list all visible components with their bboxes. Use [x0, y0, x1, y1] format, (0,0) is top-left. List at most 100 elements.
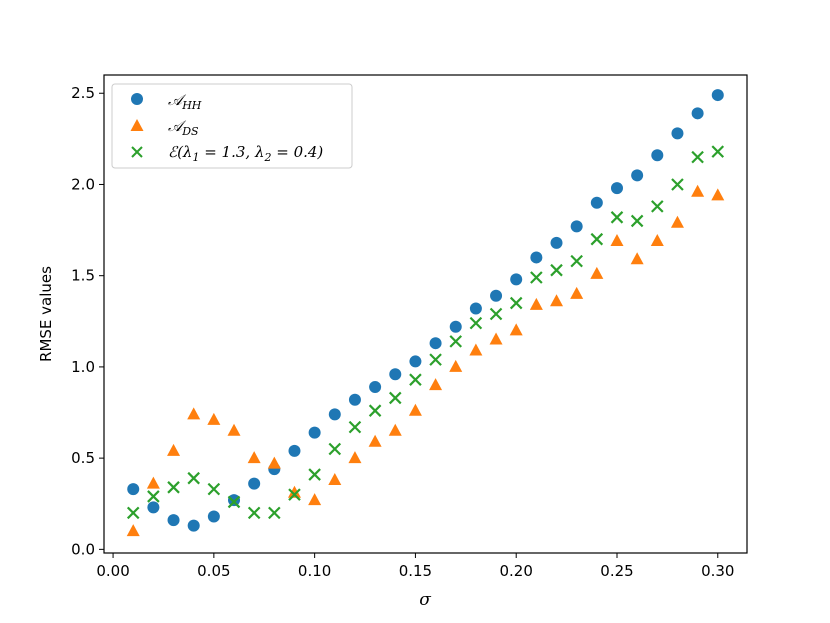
- data-point: [147, 501, 160, 514]
- data-point: [288, 444, 301, 457]
- plot-frame: [103, 74, 748, 554]
- data-point: [550, 263, 563, 277]
- data-point: [530, 251, 543, 264]
- legend-label-series-3-end: = 0.4): [271, 143, 323, 161]
- data-point: [691, 150, 704, 164]
- data-point: [126, 524, 140, 537]
- x-tick-label: 0.15: [399, 562, 432, 580]
- data-point: [630, 214, 644, 228]
- data-point: [651, 149, 664, 162]
- data-point: [590, 196, 603, 209]
- data-point: [248, 477, 261, 490]
- data-point: [449, 335, 463, 348]
- data-point: [550, 236, 563, 249]
- data-point: [429, 337, 442, 350]
- data-point: [268, 506, 281, 520]
- data-point: [490, 289, 503, 302]
- data-point: [287, 485, 301, 498]
- data-point: [449, 359, 463, 372]
- data-point: [328, 408, 341, 421]
- data-point: [187, 471, 200, 485]
- data-point: [328, 473, 342, 486]
- y-tick-label: 2.0: [71, 175, 95, 193]
- data-point: [509, 296, 523, 310]
- data-point: [550, 294, 564, 307]
- y-tick-label: 1.0: [71, 358, 95, 376]
- data-point: [167, 514, 180, 527]
- data-point: [147, 490, 160, 503]
- data-point: [711, 145, 725, 158]
- data-point: [369, 380, 382, 393]
- legend-marker-series-2: [130, 119, 144, 131]
- data-point: [146, 476, 160, 489]
- y-tick-label: 2.5: [71, 84, 95, 102]
- data-point: [630, 252, 644, 265]
- data-point: [227, 423, 241, 436]
- data-point: [570, 286, 584, 299]
- data-point: [348, 451, 362, 464]
- data-point: [409, 355, 422, 368]
- x-tick-label: 0.25: [600, 562, 633, 580]
- data-point: [469, 316, 483, 330]
- y-axis-ticks: 0.0 0.5 1.0 1.5 2.0 2.5: [71, 84, 104, 558]
- data-point: [469, 343, 483, 356]
- data-point: [671, 127, 684, 140]
- data-point: [711, 89, 724, 102]
- legend-box: [111, 83, 353, 169]
- legend-label-series-2-sub: DS: [181, 125, 199, 138]
- legend: 𝒜HH 𝒜DS ℰ(λ1 = 1.3, λ2 = 0.4): [111, 83, 353, 169]
- data-point: [469, 302, 482, 315]
- data-point: [247, 451, 261, 464]
- data-point: [651, 200, 664, 213]
- data-point: [267, 456, 281, 469]
- data-point: [590, 232, 604, 246]
- x-tick-label: 0.00: [96, 562, 129, 580]
- data-point: [187, 519, 200, 532]
- data-point: [409, 373, 422, 386]
- y-tick-label: 1.5: [71, 267, 95, 285]
- series-3: [126, 145, 725, 520]
- data-point: [368, 434, 382, 447]
- data-point: [711, 188, 725, 201]
- data-point: [489, 307, 503, 321]
- data-point: [429, 353, 442, 366]
- data-point: [691, 184, 705, 197]
- legend-marker-series-3: [131, 146, 143, 158]
- x-tick-label: 0.20: [500, 562, 533, 580]
- data-point: [670, 215, 684, 228]
- data-point: [288, 488, 301, 501]
- data-point: [671, 178, 684, 191]
- data-point: [308, 468, 321, 481]
- data-point: [590, 266, 604, 279]
- data-point: [489, 332, 503, 345]
- legend-label-series-3-mid: = 1.3, λ: [199, 143, 264, 161]
- x-tick-label: 0.30: [701, 562, 734, 580]
- x-tick-label: 0.05: [197, 562, 230, 580]
- data-point: [308, 493, 322, 506]
- data-point: [228, 494, 241, 507]
- data-point: [449, 320, 462, 333]
- data-point: [610, 182, 623, 195]
- data-point: [388, 423, 402, 436]
- data-point: [650, 234, 664, 247]
- legend-label-series-1: 𝒜HH: [168, 91, 202, 112]
- x-tick-label: 0.10: [298, 562, 331, 580]
- data-point: [207, 482, 221, 496]
- plot-marks: [126, 89, 725, 537]
- data-point: [529, 297, 543, 310]
- legend-label-series-3-sub2: 2: [263, 151, 271, 164]
- data-point: [570, 220, 583, 233]
- data-point: [530, 271, 543, 284]
- data-point: [631, 169, 644, 182]
- data-point: [388, 391, 402, 405]
- x-axis-label: σ: [419, 590, 431, 610]
- x-axis-ticks: 0.00 0.05 0.10 0.15 0.20 0.25 0.30: [96, 553, 734, 580]
- data-point: [227, 495, 241, 509]
- data-point: [348, 420, 362, 434]
- data-point: [126, 506, 140, 520]
- legend-label-series-3-main: ℰ(λ: [168, 143, 192, 161]
- data-point: [207, 412, 221, 425]
- data-point: [610, 234, 624, 247]
- data-point: [510, 273, 523, 286]
